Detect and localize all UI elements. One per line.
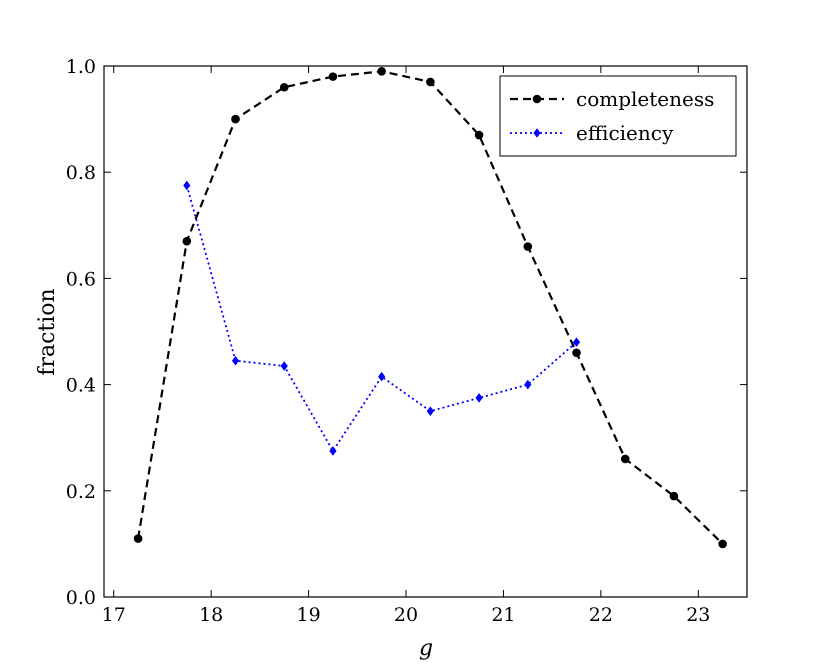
data-point-efficiency <box>183 180 191 191</box>
x-tick-label: 18 <box>199 604 223 626</box>
data-point-efficiency <box>524 379 532 390</box>
data-point-efficiency <box>475 393 483 403</box>
legend-label-completeness: completeness <box>576 87 714 111</box>
data-point-completeness <box>426 77 435 87</box>
data-point-efficiency <box>378 371 386 382</box>
legend-marker-efficiency <box>533 128 541 138</box>
data-point-completeness <box>328 72 338 81</box>
data-point-completeness <box>523 242 533 251</box>
legend-label-efficiency: efficiency <box>576 121 674 145</box>
x-tick-label: 17 <box>102 604 126 626</box>
x-tick-label: 21 <box>491 604 515 626</box>
data-point-efficiency <box>572 337 581 347</box>
data-point-completeness <box>669 491 679 501</box>
legend-marker-completeness <box>532 94 542 104</box>
data-point-completeness <box>231 114 240 124</box>
x-tick-label: 22 <box>589 604 613 626</box>
data-point-efficiency <box>280 361 288 371</box>
data-point-efficiency <box>231 355 240 366</box>
y-tick-label: 0.0 <box>66 587 96 609</box>
series-line-efficiency <box>185 185 578 453</box>
plot-frame <box>103 65 748 598</box>
data-point-completeness <box>377 67 386 76</box>
data-point-completeness <box>133 534 143 543</box>
y-tick-label: 0.6 <box>66 268 96 290</box>
y-tick-label: 0.4 <box>66 375 96 397</box>
data-point-completeness <box>718 539 727 549</box>
data-point-completeness <box>620 454 630 464</box>
data-point-efficiency <box>426 406 434 416</box>
x-tick-label: 23 <box>686 604 710 626</box>
y-tick-label: 0.8 <box>66 162 96 184</box>
data-point-completeness <box>474 130 484 140</box>
legend-box <box>499 75 737 157</box>
x-tick-label: 19 <box>296 604 320 626</box>
y-tick-label: 0.2 <box>66 481 96 503</box>
y-tick-label: 1.0 <box>66 56 96 78</box>
x-tick-label: 20 <box>394 604 418 626</box>
data-point-efficiency <box>329 446 337 456</box>
x-axis-label: g <box>419 636 433 661</box>
data-point-completeness <box>279 82 289 92</box>
y-axis-label: fraction <box>35 288 60 375</box>
data-point-completeness <box>572 348 581 358</box>
data-point-completeness <box>182 236 192 246</box>
plot-area: 17 18 19 20 21 22 23 0.0 0.2 0.4 0.6 0.8 1.0 complete… <box>66 56 748 626</box>
